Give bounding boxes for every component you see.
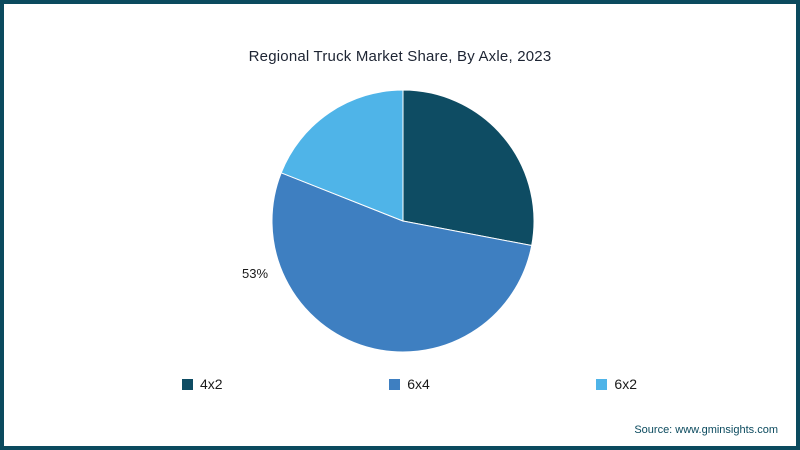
chart-title: Regional Truck Market Share, By Axle, 20… — [248, 48, 552, 65]
slice-label-6x4: 53% — [242, 266, 269, 281]
legend-swatch-4x2 — [182, 378, 193, 390]
legend-item-6x4: 6x4 — [389, 376, 430, 392]
legend-item-4x2: 4x2 — [182, 376, 223, 392]
pie-slice-6x4 — [271, 172, 533, 353]
source-attribution: Source: www.gminsights.com — [634, 424, 778, 436]
legend-label-6x4: 6x4 — [407, 376, 430, 392]
legend-swatch-6x4 — [389, 378, 401, 390]
legend-swatch-6x2 — [596, 378, 608, 390]
legend-label-6x2: 6x2 — [614, 376, 637, 392]
pie-svg — [271, 89, 535, 353]
pie-chart — [268, 86, 538, 356]
legend-label-4x2: 4x2 — [200, 376, 223, 392]
legend-item-6x2: 6x2 — [596, 376, 637, 392]
legend: 4x2 6x4 6x2 — [182, 376, 637, 392]
pie-slice-6x2 — [280, 89, 404, 222]
pie-slice-4x2 — [402, 89, 535, 247]
